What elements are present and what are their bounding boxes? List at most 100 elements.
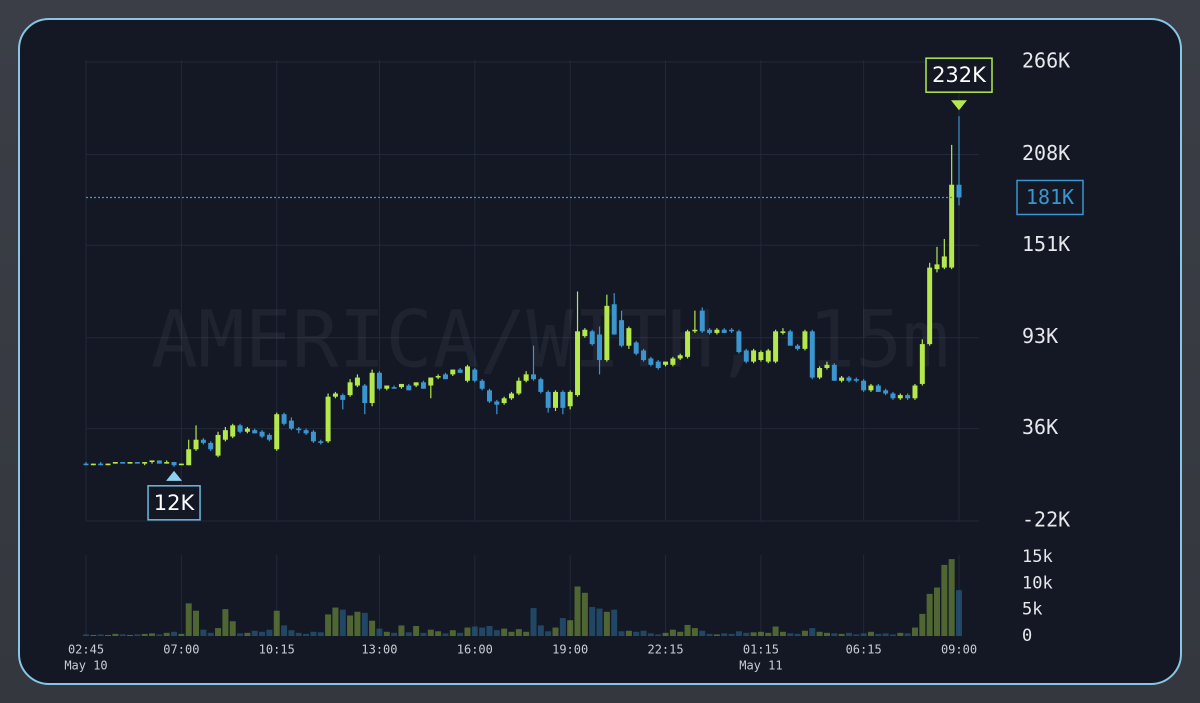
- candle-body: [501, 398, 507, 404]
- candle-body: [905, 395, 911, 399]
- candle-body: [332, 393, 338, 397]
- volume-bar: [449, 630, 456, 636]
- x-date-label: May 11: [739, 659, 782, 673]
- volume-bar: [926, 593, 933, 636]
- candle-body: [274, 414, 280, 450]
- volume-bar: [479, 627, 486, 636]
- volume-bar: [919, 613, 926, 636]
- volume-bar: [508, 631, 515, 636]
- volume-bar: [435, 631, 442, 636]
- candle-body: [208, 442, 214, 450]
- volume-bar: [523, 631, 530, 636]
- candle-body: [575, 331, 581, 396]
- candle-body: [589, 331, 595, 345]
- volume-bar: [545, 631, 552, 636]
- candle-body: [296, 428, 302, 431]
- volume-bar: [831, 633, 838, 636]
- watermark: AMERICA/WITH, 15m: [151, 295, 949, 385]
- candle-body: [120, 462, 126, 464]
- candle-body: [941, 256, 947, 268]
- volume-bar: [251, 630, 258, 636]
- volume-bar: [405, 632, 412, 636]
- candle-body: [98, 463, 104, 466]
- candle-body: [949, 184, 955, 268]
- candle-body: [663, 361, 669, 365]
- volume-bar: [933, 587, 940, 636]
- candle-body: [956, 184, 962, 198]
- volume-bar: [273, 610, 280, 636]
- volume-bar: [882, 633, 889, 636]
- candle-body: [354, 377, 360, 386]
- volume-bar: [867, 631, 874, 636]
- candle-body: [692, 329, 698, 332]
- volume-bar: [772, 626, 779, 636]
- candle-body: [545, 391, 551, 408]
- volume-bar: [457, 632, 464, 636]
- candle-body: [347, 382, 353, 396]
- candle-body: [582, 329, 588, 337]
- volume-bar: [897, 632, 904, 636]
- volume-bar: [838, 633, 845, 636]
- candle-body: [553, 391, 559, 408]
- candle-body: [391, 387, 397, 389]
- volume-bar: [185, 603, 192, 636]
- candle-body: [817, 368, 823, 378]
- high-marker: [951, 100, 967, 111]
- volume-bar: [427, 629, 434, 636]
- volume-bar: [728, 633, 735, 636]
- candle-body: [376, 372, 382, 389]
- candle-body: [707, 329, 713, 333]
- candle-body: [861, 380, 867, 391]
- candle-body: [567, 391, 573, 407]
- volume-bar: [845, 632, 852, 636]
- candle-body: [912, 385, 918, 399]
- volume-bar: [633, 631, 640, 636]
- candle-body: [149, 460, 155, 463]
- volume-bar: [537, 625, 544, 636]
- candle-body: [142, 462, 148, 464]
- candle-body: [362, 385, 368, 404]
- x-tick-label: 09:00: [941, 643, 977, 657]
- candle-body: [868, 385, 874, 391]
- plot: 181K 232K 12K: [83, 57, 1084, 636]
- candle-body: [560, 391, 566, 408]
- volume-tick-label: 5k: [1022, 600, 1042, 620]
- candle-body: [281, 414, 287, 424]
- candle-body: [641, 350, 647, 361]
- volume-bar: [361, 612, 368, 636]
- volume-bar: [149, 633, 156, 636]
- volume-bar: [303, 633, 310, 636]
- candle-body: [743, 350, 749, 362]
- candle-body: [442, 374, 448, 380]
- volume-bar: [97, 634, 104, 636]
- volume-bar: [178, 633, 185, 636]
- candle-body: [802, 331, 808, 349]
- volume-bar: [713, 634, 720, 636]
- volume-bar: [911, 627, 918, 636]
- volume-bar: [735, 631, 742, 636]
- candle-body: [398, 383, 404, 388]
- candle-body: [318, 441, 324, 443]
- candle-body: [824, 364, 830, 368]
- volume-bar: [765, 632, 772, 636]
- volume-tick-label: 10k: [1022, 573, 1053, 593]
- volume-bar: [200, 629, 207, 636]
- volume-bar: [853, 634, 860, 636]
- volume-bar: [229, 621, 236, 636]
- candle-body: [795, 345, 801, 349]
- volume-bar: [347, 615, 354, 636]
- candle-body: [156, 460, 162, 464]
- x-tick-label: 19:00: [552, 643, 588, 657]
- candle-body: [611, 304, 617, 335]
- volume-bar: [691, 628, 698, 636]
- volume-bar: [134, 634, 141, 636]
- volume-bar: [332, 607, 339, 636]
- candle-body: [516, 380, 522, 394]
- candle-body: [809, 331, 815, 378]
- candle-body: [773, 331, 779, 362]
- candle-body: [186, 449, 192, 466]
- candle-body: [751, 350, 757, 362]
- candle-body: [222, 430, 228, 440]
- volume-bar: [369, 620, 376, 636]
- volume-bar: [442, 633, 449, 636]
